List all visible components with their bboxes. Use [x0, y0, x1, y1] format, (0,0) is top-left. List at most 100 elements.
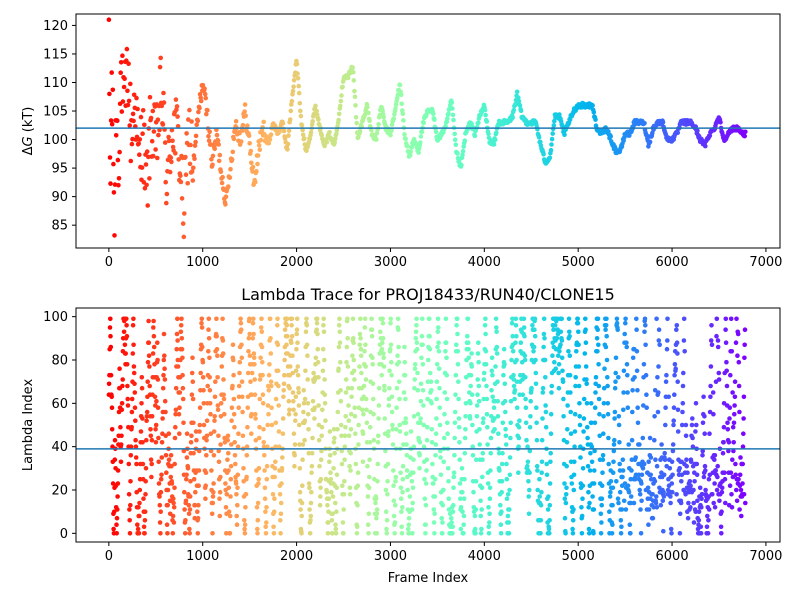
- lambda-point: [418, 398, 424, 404]
- lambda-point: [322, 401, 328, 406]
- lambda-point: [723, 340, 729, 346]
- delta-g-point: [401, 118, 406, 123]
- lambda-point: [599, 502, 604, 508]
- lambda-point: [514, 357, 519, 363]
- lambda-point: [354, 524, 360, 530]
- delta-g-point: [482, 107, 488, 113]
- lambda-point: [667, 466, 673, 471]
- delta-g-point: [160, 122, 166, 127]
- lambda-point: [279, 466, 285, 471]
- lambda-point: [120, 377, 125, 382]
- lambda-point: [705, 513, 710, 519]
- lambda-point: [442, 390, 448, 395]
- lambda-point: [363, 364, 369, 369]
- lambda-point: [521, 325, 527, 330]
- lambda-point: [127, 531, 133, 536]
- delta-g-point: [647, 139, 653, 145]
- lambda-point: [369, 333, 375, 339]
- lambda-point: [440, 502, 446, 508]
- lambda-point: [389, 359, 394, 365]
- lambda-point: [721, 424, 727, 430]
- lambda-point: [559, 338, 565, 343]
- lambda-point: [171, 496, 176, 502]
- delta-g-point: [228, 166, 233, 172]
- lambda-point: [505, 513, 511, 519]
- lambda-point: [157, 520, 163, 525]
- lambda-point: [361, 383, 367, 389]
- lambda-point: [485, 442, 490, 447]
- lambda-point: [248, 379, 253, 385]
- lambda-point: [684, 457, 689, 463]
- delta-g-point: [536, 135, 542, 140]
- lambda-point: [694, 472, 700, 478]
- lambda-point: [225, 433, 231, 439]
- lambda-point: [451, 474, 457, 480]
- lambda-point: [305, 353, 310, 359]
- delta-g-point: [416, 150, 421, 155]
- lambda-point: [526, 494, 531, 499]
- delta-g-point: [238, 139, 244, 144]
- lambda-point: [496, 450, 502, 456]
- lambda-point: [730, 390, 735, 395]
- lambda-point: [402, 344, 407, 350]
- lambda-point: [481, 370, 487, 376]
- lambda-point: [292, 463, 297, 469]
- lambda-point: [716, 377, 722, 382]
- lambda-point: [183, 498, 189, 504]
- lambda-point: [551, 327, 556, 333]
- lambda-point: [488, 468, 493, 473]
- lambda-point: [261, 444, 267, 450]
- lambda-point: [247, 331, 252, 337]
- lambda-point: [643, 372, 649, 378]
- lambda-point: [495, 398, 501, 404]
- lambda-point: [656, 364, 661, 369]
- lambda-point: [510, 333, 515, 339]
- lambda-point: [325, 502, 330, 508]
- lambda-point: [376, 416, 381, 421]
- delta-g-point: [345, 75, 351, 81]
- lambda-point: [487, 520, 492, 525]
- lambda-point: [256, 476, 262, 482]
- lambda-point: [161, 372, 166, 378]
- lambda-point: [532, 327, 537, 333]
- lambda-point: [543, 375, 548, 380]
- lambda-point: [226, 450, 231, 456]
- lambda-point: [180, 385, 186, 391]
- lambda-point: [553, 366, 559, 372]
- delta-g-point: [333, 136, 338, 141]
- lambda-point: [282, 357, 287, 363]
- delta-g-point: [494, 130, 499, 136]
- lambda-point: [539, 437, 545, 443]
- lambda-point: [196, 483, 201, 489]
- lambda-point: [179, 346, 185, 352]
- lambda-point: [132, 390, 138, 395]
- lambda-point: [701, 394, 706, 400]
- lambda-point: [299, 531, 304, 536]
- lambda-point: [674, 492, 679, 497]
- lambda-point: [498, 502, 503, 508]
- delta-g-point: [290, 88, 296, 94]
- lambda-point: [669, 531, 674, 536]
- delta-g-point: [567, 117, 573, 122]
- lambda-point: [616, 375, 621, 380]
- lambda-point: [172, 435, 178, 441]
- lambda-point: [197, 422, 203, 428]
- lambda-point: [577, 401, 582, 406]
- lambda-point: [374, 507, 380, 512]
- delta-g-point: [389, 122, 395, 127]
- y-tick-label: 20: [51, 484, 68, 499]
- lambda-point: [674, 340, 680, 346]
- lambda-point: [181, 420, 186, 426]
- lambda-point: [255, 518, 261, 523]
- delta-g-point: [223, 202, 228, 207]
- lambda-point: [527, 424, 533, 430]
- lambda-point: [148, 457, 154, 463]
- lambda-point: [675, 407, 681, 413]
- lambda-point: [437, 385, 442, 391]
- lambda-point: [328, 470, 333, 476]
- delta-g-point: [116, 176, 122, 181]
- lambda-point: [375, 440, 381, 445]
- lambda-point: [348, 450, 354, 456]
- lambda-point: [166, 431, 172, 437]
- lambda-point: [732, 379, 738, 385]
